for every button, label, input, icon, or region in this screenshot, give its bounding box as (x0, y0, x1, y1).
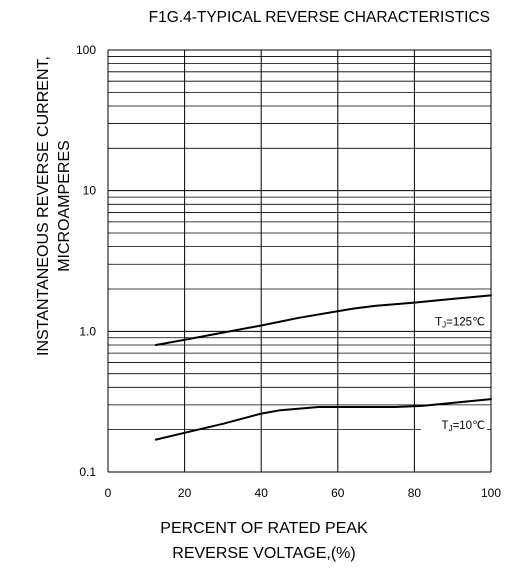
y-tick-label: 10 (83, 184, 97, 198)
x-tick-label: 80 (408, 486, 422, 500)
y-axis-title: INSTANTANEOUS REVERSE CURRENT, MICROAMPE… (35, 56, 73, 356)
plot-grid (107, 49, 492, 473)
y-tick-label: 0.1 (79, 465, 96, 479)
x-axis-title: PERCENT OF RATED PEAK REVERSE VOLTAGE,(%… (160, 520, 368, 562)
x-tick-label: 20 (178, 486, 192, 500)
chart-title: F1G.4-TYPICAL REVERSE CHARACTERISTICS (149, 9, 490, 26)
x-axis-title-line-2: REVERSE VOLTAGE,(%) (172, 545, 355, 562)
x-axis-title-line-1: PERCENT OF RATED PEAK (160, 520, 368, 537)
y-tick-label: 1.0 (79, 324, 96, 338)
series-label-tj-10: TJ=10℃ (442, 420, 486, 433)
tick-labels: 0 20 40 60 80 100 0.1 1.0 10 100 (76, 43, 501, 500)
series-label-tj-125: TJ=125℃ (435, 316, 485, 329)
series-line-tj-125 (154, 294, 492, 346)
y-axis-title-line-2: MICROAMPERES (56, 140, 73, 272)
series-lines: TJ=125℃ TJ=10℃ (154, 294, 492, 441)
x-tick-label: 60 (331, 486, 345, 500)
x-tick-label: 40 (255, 486, 269, 500)
y-axis-title-line-1: INSTANTANEOUS REVERSE CURRENT, (35, 56, 52, 356)
series-label-background (421, 418, 487, 434)
series-line-tj-10 (154, 398, 492, 441)
x-tick-label: 100 (481, 486, 501, 500)
x-tick-label: 0 (105, 486, 112, 500)
y-tick-label: 100 (76, 43, 96, 57)
